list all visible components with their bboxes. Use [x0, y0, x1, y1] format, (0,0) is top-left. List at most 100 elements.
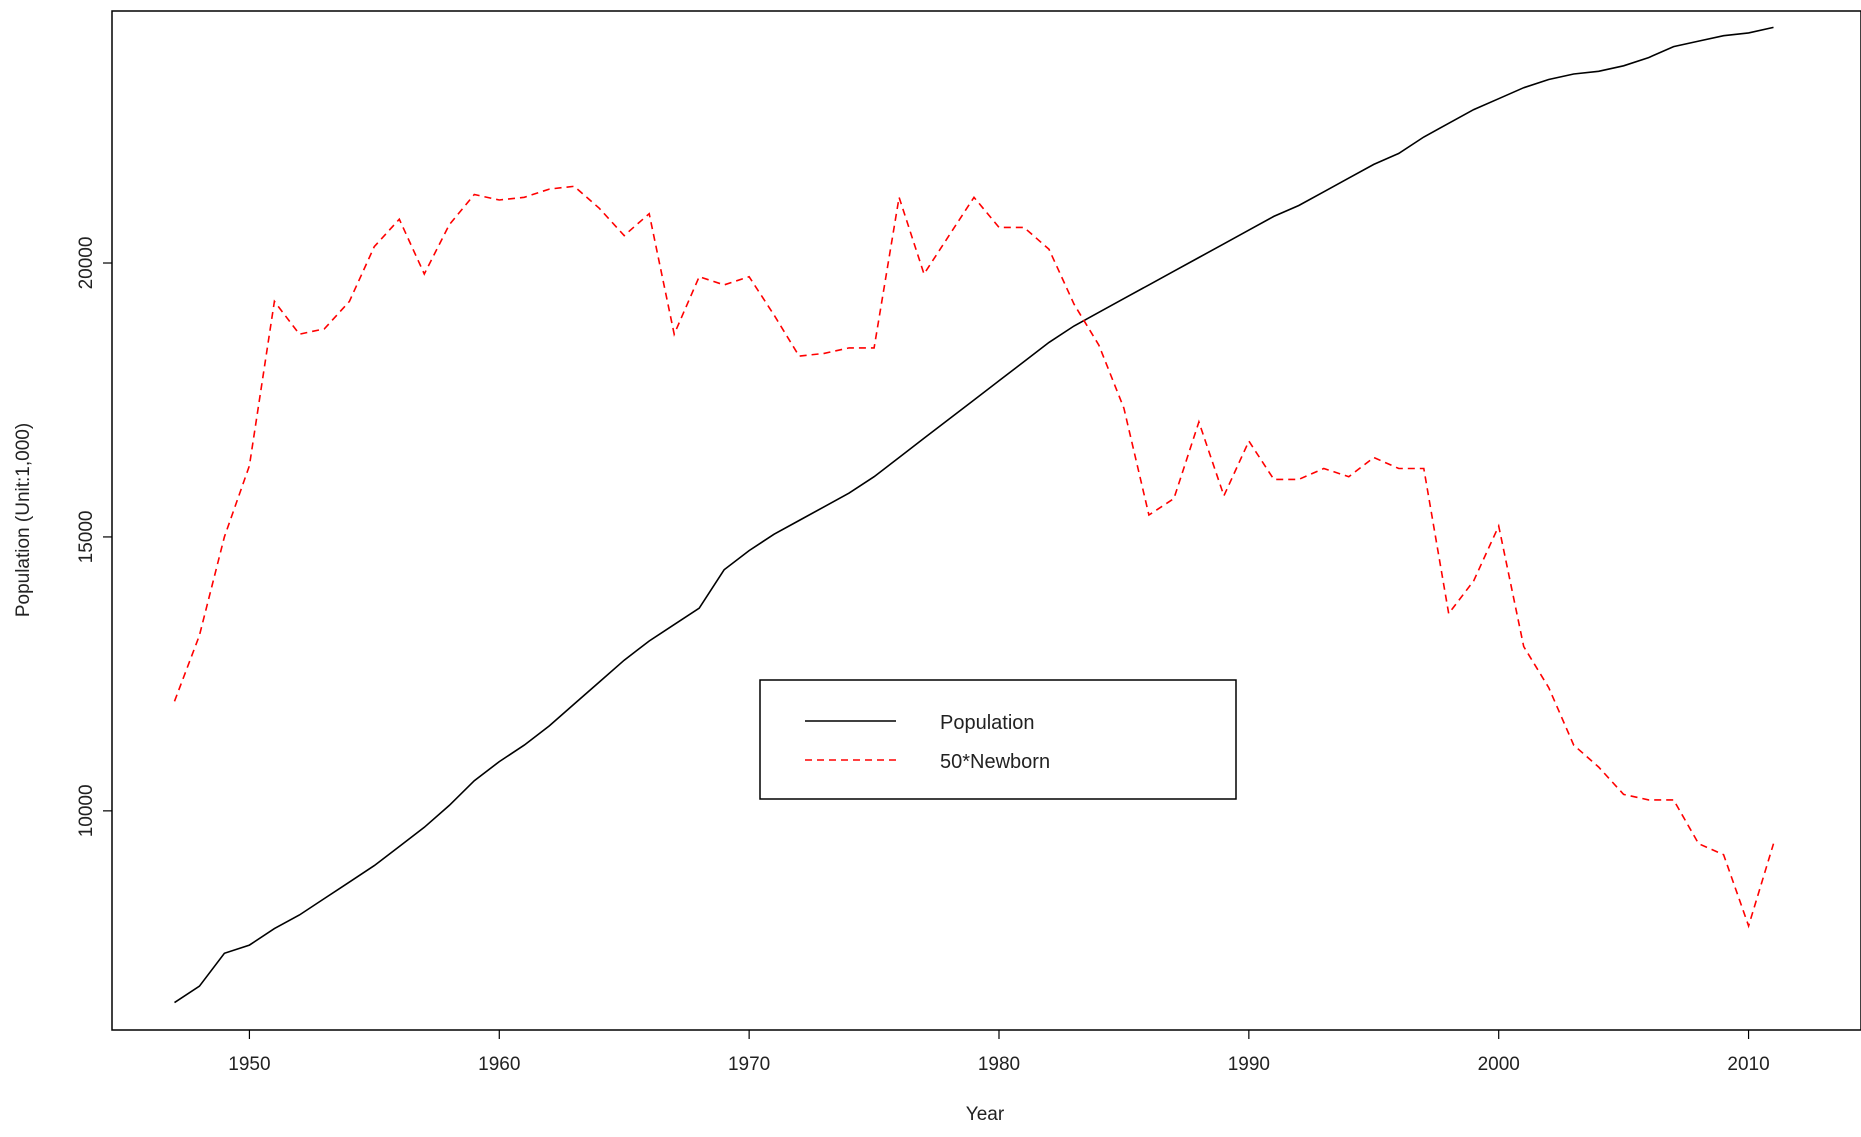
x-tick-label-1990: 1990	[1228, 1054, 1270, 1075]
data-point-population-2006	[1647, 56, 1651, 60]
data-point-population-1967	[672, 623, 676, 627]
x-tick-label-2010: 2010	[1727, 1054, 1769, 1075]
legend: Population 50*Newborn	[759, 679, 1237, 800]
data-point-population-1970	[747, 549, 751, 553]
data-point-50-newborn-1992	[1297, 477, 1301, 481]
data-point-population-1987	[1172, 269, 1176, 273]
y-tick-label-15000: 15000	[76, 511, 97, 564]
data-point-50-newborn-1981	[1022, 225, 1026, 229]
data-point-population-1949	[222, 951, 226, 955]
data-point-population-1964	[597, 680, 601, 684]
data-point-population-1994	[1347, 176, 1351, 180]
data-point-population-1953	[322, 897, 326, 901]
data-point-50-newborn-1973	[822, 351, 826, 355]
data-point-population-2000	[1497, 97, 1501, 101]
data-point-population-1947	[173, 1001, 177, 1005]
data-point-50-newborn-1961	[522, 195, 526, 199]
legend-box	[759, 679, 1237, 800]
data-point-population-1963	[572, 702, 576, 706]
data-point-population-1978	[947, 417, 951, 421]
data-point-population-1999	[1472, 108, 1476, 112]
x-tick-label-1950: 1950	[228, 1054, 270, 1075]
data-point-50-newborn-1958	[447, 223, 451, 227]
data-point-population-1992	[1297, 204, 1301, 208]
data-point-50-newborn-1966	[647, 212, 651, 216]
data-point-population-1976	[897, 456, 901, 460]
data-point-50-newborn-1988	[1197, 420, 1201, 424]
data-point-50-newborn-1953	[322, 327, 326, 331]
data-point-50-newborn-2001	[1522, 645, 1526, 649]
data-point-50-newborn-2005	[1622, 792, 1626, 796]
data-point-population-1960	[497, 760, 501, 764]
x-tick-label-1970: 1970	[728, 1054, 770, 1075]
x-axis: 1950 1960 1970 1980 1990 2000 2010	[228, 1030, 1770, 1075]
data-point-50-newborn-1995	[1372, 456, 1376, 460]
data-point-population-1995	[1372, 162, 1376, 166]
data-point-50-newborn-1964	[597, 206, 601, 210]
data-point-50-newborn-1970	[747, 275, 751, 279]
data-point-50-newborn-2004	[1597, 765, 1601, 769]
x-tick-label-1980: 1980	[978, 1054, 1020, 1075]
data-point-population-1980	[997, 379, 1001, 383]
data-point-50-newborn-1980	[997, 225, 1001, 229]
data-point-population-1982	[1047, 340, 1051, 344]
data-point-50-newborn-2000	[1497, 524, 1501, 528]
data-point-population-1979	[972, 398, 976, 402]
data-point-population-1957	[422, 825, 426, 829]
data-point-population-2011	[1772, 25, 1776, 29]
data-point-population-1948	[197, 984, 201, 988]
data-point-50-newborn-1963	[572, 184, 576, 188]
data-point-population-1959	[472, 779, 476, 783]
plot-frame	[111, 10, 1861, 1031]
data-point-50-newborn-1982	[1047, 247, 1051, 251]
data-point-population-1974	[847, 491, 851, 495]
data-point-50-newborn-1978	[947, 234, 951, 238]
data-point-50-newborn-1972	[797, 354, 801, 358]
data-point-population-1954	[347, 880, 351, 884]
y-tick-label-10000: 10000	[76, 784, 97, 837]
data-point-population-2002	[1547, 78, 1551, 82]
data-point-population-1958	[447, 803, 451, 807]
data-point-50-newborn-1948	[197, 634, 201, 638]
data-point-population-1975	[872, 475, 876, 479]
data-point-50-newborn-1947	[173, 699, 177, 703]
data-point-50-newborn-1965	[622, 234, 626, 238]
data-point-50-newborn-1999	[1472, 579, 1476, 583]
data-point-population-1952	[297, 913, 301, 917]
data-point-population-1996	[1397, 151, 1401, 155]
data-point-population-1969	[722, 568, 726, 572]
data-point-50-newborn-1955	[372, 245, 376, 249]
data-point-50-newborn-1956	[397, 217, 401, 221]
data-point-50-newborn-1976	[897, 195, 901, 199]
legend-label-population: Population	[940, 712, 1035, 734]
data-point-population-2005	[1622, 64, 1626, 68]
data-point-population-1972	[797, 519, 801, 523]
data-point-50-newborn-1951	[272, 299, 276, 303]
data-point-50-newborn-1979	[972, 195, 976, 199]
data-point-50-newborn-1983	[1072, 302, 1076, 306]
data-point-50-newborn-1950	[247, 464, 251, 468]
data-point-population-1973	[822, 505, 826, 509]
data-point-50-newborn-2009	[1722, 853, 1726, 857]
data-point-50-newborn-1985	[1122, 406, 1126, 410]
y-axis: 10000 15000 20000	[76, 237, 112, 837]
data-point-population-1990	[1247, 228, 1251, 232]
data-point-50-newborn-1962	[547, 187, 551, 191]
data-point-50-newborn-1993	[1322, 467, 1326, 471]
data-point-population-1962	[547, 724, 551, 728]
x-tick-label-1960: 1960	[478, 1054, 520, 1075]
data-point-population-1988	[1197, 256, 1201, 260]
data-point-50-newborn-2006	[1647, 798, 1651, 802]
x-tick-label-2000: 2000	[1478, 1054, 1520, 1075]
data-point-population-1971	[772, 532, 776, 536]
data-point-50-newborn-1969	[722, 283, 726, 287]
data-point-50-newborn-1975	[872, 346, 876, 350]
data-point-50-newborn-1949	[222, 535, 226, 539]
data-point-population-2001	[1522, 86, 1526, 90]
series-line-50-newborn	[173, 185, 1775, 929]
data-point-population-1993	[1322, 190, 1326, 194]
data-point-population-2004	[1597, 69, 1601, 73]
data-point-population-1986	[1147, 283, 1151, 287]
data-point-50-newborn-1997	[1422, 467, 1426, 471]
